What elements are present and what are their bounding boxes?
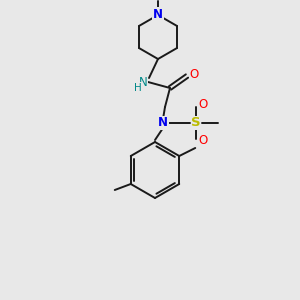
Text: O: O <box>189 68 199 82</box>
Text: O: O <box>198 98 208 112</box>
Text: O: O <box>198 134 208 148</box>
Text: S: S <box>191 116 201 130</box>
Text: N: N <box>139 76 147 88</box>
Text: H: H <box>134 83 142 93</box>
Text: N: N <box>153 8 163 20</box>
Text: N: N <box>158 116 168 130</box>
